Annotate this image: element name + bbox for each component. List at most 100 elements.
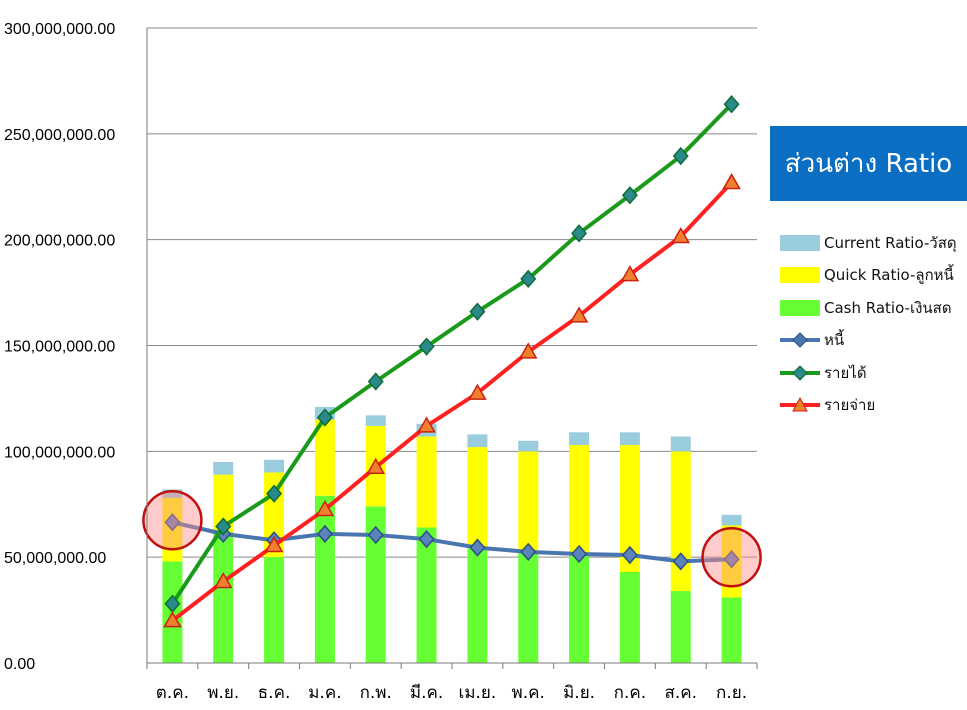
legend-item-cash-ratio: Cash Ratio-เงินสด: [780, 293, 957, 322]
series-point: [266, 484, 283, 503]
highlight-circle: [142, 489, 203, 551]
series-point: [672, 146, 689, 166]
series-point: [163, 611, 182, 628]
series-point: [418, 530, 435, 549]
bar-segment: [213, 461, 234, 475]
series-point: [315, 500, 335, 517]
bar-segment: [569, 555, 590, 663]
y-tick-label: 100,000,000.00: [4, 444, 115, 461]
bar-segment: [264, 557, 285, 663]
legend-line-debt-icon: [780, 332, 820, 348]
highlight-circles: [142, 489, 762, 588]
series-point: [520, 542, 537, 562]
bar-segment: [619, 571, 640, 663]
bar-segment: [670, 591, 691, 663]
y-tick-label: 50,000,000.00: [4, 550, 106, 567]
legend-swatch-cash-ratio: [780, 299, 820, 316]
legend-item-debt: หนี้: [780, 326, 957, 355]
bar-segment: [314, 495, 335, 663]
series-point: [569, 306, 589, 323]
series-line: [171, 520, 732, 564]
bar-segment: [314, 419, 335, 496]
x-tick-label: ส.ค.: [664, 683, 697, 703]
x-tick-label: ต.ค.: [156, 683, 189, 703]
bar-segment: [569, 444, 590, 556]
legend-item-income: รายได้: [780, 358, 957, 387]
series-point: [571, 544, 588, 564]
legend: Current Ratio-วัสดุ Quick Ratio-ลูกหนี้ …: [780, 228, 957, 423]
legend-label: Quick Ratio-ลูกหนี้: [824, 266, 954, 284]
bar-segment: [213, 474, 234, 532]
bar-segment: [721, 597, 742, 663]
legend-item-current-ratio: Current Ratio-วัสดุ: [780, 228, 957, 257]
y-tick-label: 0.00: [4, 656, 35, 673]
x-tick-label: ม.ค.: [308, 683, 341, 703]
bar-segment: [365, 506, 386, 663]
bar-segment: [467, 447, 488, 549]
series-point: [621, 186, 638, 205]
bar-segment: [416, 527, 437, 663]
x-tick-label: มี.ค.: [410, 683, 443, 703]
line-series: [163, 95, 741, 628]
bar-segment: [365, 415, 386, 426]
gridlines: [147, 27, 757, 558]
bar-segment: [670, 436, 691, 452]
series-point: [621, 545, 638, 565]
legend-swatch-quick-ratio: [780, 267, 820, 283]
x-tick-label: พ.ย.: [207, 683, 239, 703]
highlight-circle: [701, 527, 762, 588]
x-tick-label: ก.ย.: [716, 683, 747, 703]
bar-segment: [670, 451, 691, 592]
series-point: [366, 457, 386, 474]
series-point: [164, 513, 181, 532]
series-point: [469, 302, 486, 321]
y-tick-label: 200,000,000.00: [4, 233, 115, 250]
bar-segment: [416, 436, 437, 528]
x-tick-label: ธ.ค.: [258, 683, 291, 703]
x-tick-label: ก.พ.: [360, 683, 392, 703]
bar-segment: [162, 489, 183, 498]
series-point: [723, 550, 740, 569]
series-point: [367, 372, 384, 391]
series-point: [418, 337, 435, 356]
series-point: [367, 525, 384, 545]
series-point: [417, 416, 436, 433]
legend-label: Cash Ratio-เงินสด: [824, 298, 952, 317]
series-point: [723, 95, 740, 114]
y-tick-label: 250,000,000.00: [4, 127, 115, 144]
series-point: [469, 538, 486, 557]
series-point: [316, 408, 333, 427]
legend-label: Current Ratio-วัสดุ: [824, 233, 957, 252]
bar-segment: [518, 550, 539, 663]
series-line: [170, 102, 734, 605]
bar-segment: [213, 531, 234, 663]
bar-segment: [518, 440, 539, 452]
series-point: [520, 269, 537, 288]
bar-segment: [467, 434, 488, 448]
series-point: [213, 571, 233, 589]
series-point: [316, 524, 333, 544]
series-point: [620, 265, 640, 282]
bar-segment: [518, 451, 539, 551]
legend-swatch-current-ratio: [780, 234, 820, 251]
y-tick-label: 300,000,000.00: [4, 21, 115, 38]
legend-label: รายได้: [824, 363, 867, 382]
series-point: [264, 536, 284, 553]
legend-item-expense: รายจ่าย: [780, 391, 957, 420]
legend-title: ส่วนต่าง Ratio: [770, 126, 967, 201]
legend-line-income-icon: [780, 364, 820, 381]
series-line: [171, 181, 734, 623]
axes: 0.00 50,000,000.00 100,000,000.00 150,000,0…: [4, 21, 758, 703]
bar-segment: [619, 444, 640, 572]
legend-item-quick-ratio: Quick Ratio-ลูกหนี้: [780, 261, 957, 290]
bar-segment: [467, 548, 488, 663]
stacked-bars: [162, 406, 742, 663]
y-tick-label: 150,000,000.00: [4, 339, 115, 356]
bar-segment: [264, 459, 285, 473]
legend-label: รายจ่าย: [824, 396, 876, 414]
x-tick-label: เม.ย.: [459, 683, 497, 703]
x-tick-label: มิ.ย.: [563, 683, 595, 703]
series-point: [722, 173, 741, 190]
series-point: [571, 224, 588, 243]
